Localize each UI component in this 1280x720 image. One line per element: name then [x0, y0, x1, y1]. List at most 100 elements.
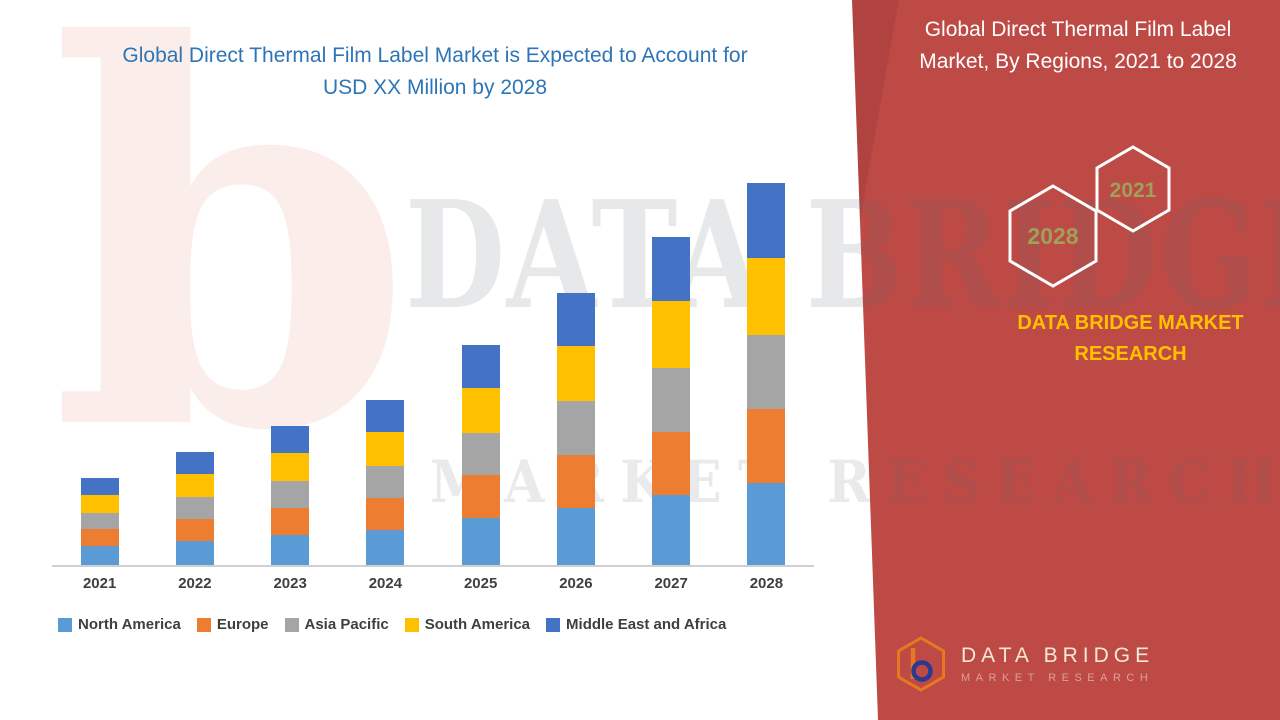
x-axis-labels: 2021 2022 2023 2024 2025 2026 2027 2028	[52, 575, 814, 592]
x-axis-label: 2024	[368, 575, 403, 592]
panel-title-line1: Global Direct Thermal Film Label	[924, 18, 1232, 41]
legend-item: North America	[58, 616, 181, 633]
brand-text-line1: DATA BRIDGE MARKET	[1017, 312, 1244, 334]
bar-segment	[175, 540, 214, 565]
logo-subtitle: MARKET RESEARCH	[961, 672, 1154, 684]
legend-label: South America	[424, 616, 531, 633]
bar-segment	[175, 451, 214, 474]
bar-segment	[652, 237, 691, 302]
bar-segment	[747, 483, 786, 565]
bar-segment	[461, 345, 500, 388]
bar-segment	[271, 425, 310, 453]
legend-item: Middle East and Africa	[546, 616, 726, 633]
hexagon-2021-outline	[1095, 145, 1171, 233]
bar-column	[433, 345, 528, 565]
legend-swatch	[196, 617, 211, 632]
bar-segment	[747, 183, 786, 258]
bar-segment	[556, 292, 595, 346]
bar-segment	[80, 494, 119, 513]
chart-legend: North America Europe Asia Pacific South Ame…	[52, 616, 814, 633]
bar-column	[624, 237, 719, 565]
bar-segment	[461, 518, 500, 565]
brand-text-line2: RESEARCH	[1074, 343, 1187, 365]
legend-label: Europe	[216, 616, 269, 633]
bar-segment	[271, 452, 310, 482]
legend-label: Asia Pacific	[304, 616, 389, 633]
bar-segment	[461, 387, 500, 433]
x-axis-label: 2026	[559, 575, 593, 592]
stacked-bar	[271, 425, 310, 565]
x-axis-label: 2021	[82, 575, 117, 592]
bar-column	[719, 183, 814, 565]
legend-swatch	[58, 617, 72, 632]
stacked-bar	[80, 478, 119, 565]
hexagon-year-badges: 2028 2021	[1008, 145, 1171, 288]
bar-segment	[271, 508, 310, 536]
bar-segment	[556, 507, 595, 565]
bar-segment	[652, 368, 691, 432]
bar-segment	[366, 498, 405, 531]
bar-segment	[556, 454, 595, 508]
data-bridge-logo-icon	[897, 636, 945, 692]
chart-title-line1: Global Direct Thermal Film Label Market …	[122, 44, 748, 67]
chart-title: Global Direct Thermal Film Label Market …	[55, 40, 815, 103]
legend-item: Asia Pacific	[284, 616, 389, 633]
bar-segment	[366, 465, 405, 499]
bar-segment	[747, 257, 786, 336]
stacked-bar	[461, 345, 500, 565]
legend-label: Middle East and Africa	[566, 616, 727, 633]
bar-column	[147, 451, 242, 565]
panel-title: Global Direct Thermal Film Label Market,…	[882, 14, 1274, 77]
data-bridge-logo: DATA BRIDGE MARKET RESEARCH	[893, 634, 1154, 694]
bar-segment	[747, 409, 786, 484]
legend-swatch	[546, 617, 561, 632]
x-axis-label: 2028	[749, 575, 784, 592]
bar-segment	[366, 399, 405, 432]
bar-segment	[271, 535, 310, 565]
x-axis-label: 2023	[273, 575, 307, 592]
bar-segment	[271, 481, 310, 509]
panel-title-line2: Market, By Regions, 2021 to 2028	[919, 49, 1237, 73]
x-axis-label: 2027	[654, 575, 688, 592]
bar-column	[338, 399, 433, 565]
right-red-panel	[852, 0, 1280, 720]
bar-segment	[366, 431, 405, 466]
stacked-bar	[652, 237, 691, 565]
x-axis-label: 2025	[463, 575, 498, 592]
logo-name: DATA BRIDGE	[961, 644, 1155, 667]
stacked-bar	[556, 292, 595, 565]
bar-segment	[175, 497, 214, 519]
stacked-bar	[747, 183, 786, 565]
stacked-bar	[366, 399, 405, 565]
stacked-bar	[175, 451, 214, 565]
bar-segment	[652, 301, 691, 369]
bar-segment	[80, 529, 119, 546]
bar-chart: 2021 2022 2023 2024 2025 2026 2027 2028 North A…	[52, 135, 814, 633]
hexagon-2021-year: 2021	[1110, 179, 1157, 202]
x-axis-label: 2022	[178, 575, 212, 592]
bar-segment	[366, 530, 405, 565]
bar-column	[528, 292, 623, 565]
legend-swatch	[404, 617, 419, 632]
bar-plot	[52, 135, 814, 567]
legend-item: Europe	[196, 616, 269, 633]
legend-item: South America	[404, 616, 531, 633]
bar-segment	[461, 475, 500, 518]
chart-title-line2: USD XX Million by 2028	[322, 75, 548, 99]
bar-segment	[80, 478, 119, 495]
bar-segment	[652, 495, 691, 565]
brand-text: DATA BRIDGE MARKET RESEARCH	[1008, 308, 1253, 370]
bar-segment	[652, 431, 691, 496]
bar-segment	[461, 432, 500, 476]
bar-column	[243, 425, 338, 565]
bar-segment	[80, 545, 119, 565]
bar-column	[52, 478, 147, 565]
bar-segment	[80, 512, 119, 530]
legend-swatch	[284, 617, 299, 632]
legend-label: North America	[78, 616, 181, 633]
bar-segment	[747, 335, 786, 410]
bar-segment	[556, 401, 595, 455]
bar-segment	[175, 473, 214, 498]
hexagon-2028-year: 2028	[1027, 223, 1078, 249]
